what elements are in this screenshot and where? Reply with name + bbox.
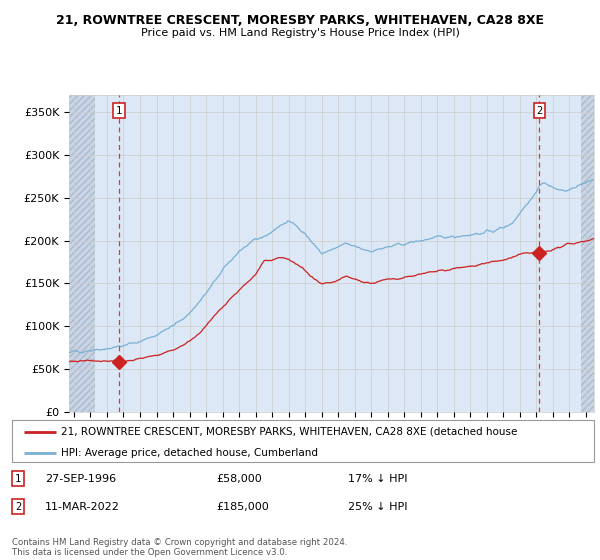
Text: 25% ↓ HPI: 25% ↓ HPI (348, 502, 407, 512)
Text: 17% ↓ HPI: 17% ↓ HPI (348, 474, 407, 484)
Text: Contains HM Land Registry data © Crown copyright and database right 2024.
This d: Contains HM Land Registry data © Crown c… (12, 538, 347, 557)
Text: 1: 1 (15, 474, 21, 484)
Text: 2: 2 (15, 502, 21, 512)
Text: £185,000: £185,000 (216, 502, 269, 512)
Text: 21, ROWNTREE CRESCENT, MORESBY PARKS, WHITEHAVEN, CA28 8XE (detached house: 21, ROWNTREE CRESCENT, MORESBY PARKS, WH… (61, 427, 518, 437)
Text: £58,000: £58,000 (216, 474, 262, 484)
Text: 27-SEP-1996: 27-SEP-1996 (45, 474, 116, 484)
Text: 1: 1 (116, 106, 122, 115)
Bar (581, 95, 594, 412)
Text: Price paid vs. HM Land Registry's House Price Index (HPI): Price paid vs. HM Land Registry's House … (140, 28, 460, 38)
Text: HPI: Average price, detached house, Cumberland: HPI: Average price, detached house, Cumb… (61, 448, 319, 458)
Text: 21, ROWNTREE CRESCENT, MORESBY PARKS, WHITEHAVEN, CA28 8XE: 21, ROWNTREE CRESCENT, MORESBY PARKS, WH… (56, 14, 544, 27)
Text: 2: 2 (536, 106, 542, 115)
FancyBboxPatch shape (12, 420, 594, 462)
Text: 11-MAR-2022: 11-MAR-2022 (45, 502, 120, 512)
Bar (69, 95, 95, 412)
